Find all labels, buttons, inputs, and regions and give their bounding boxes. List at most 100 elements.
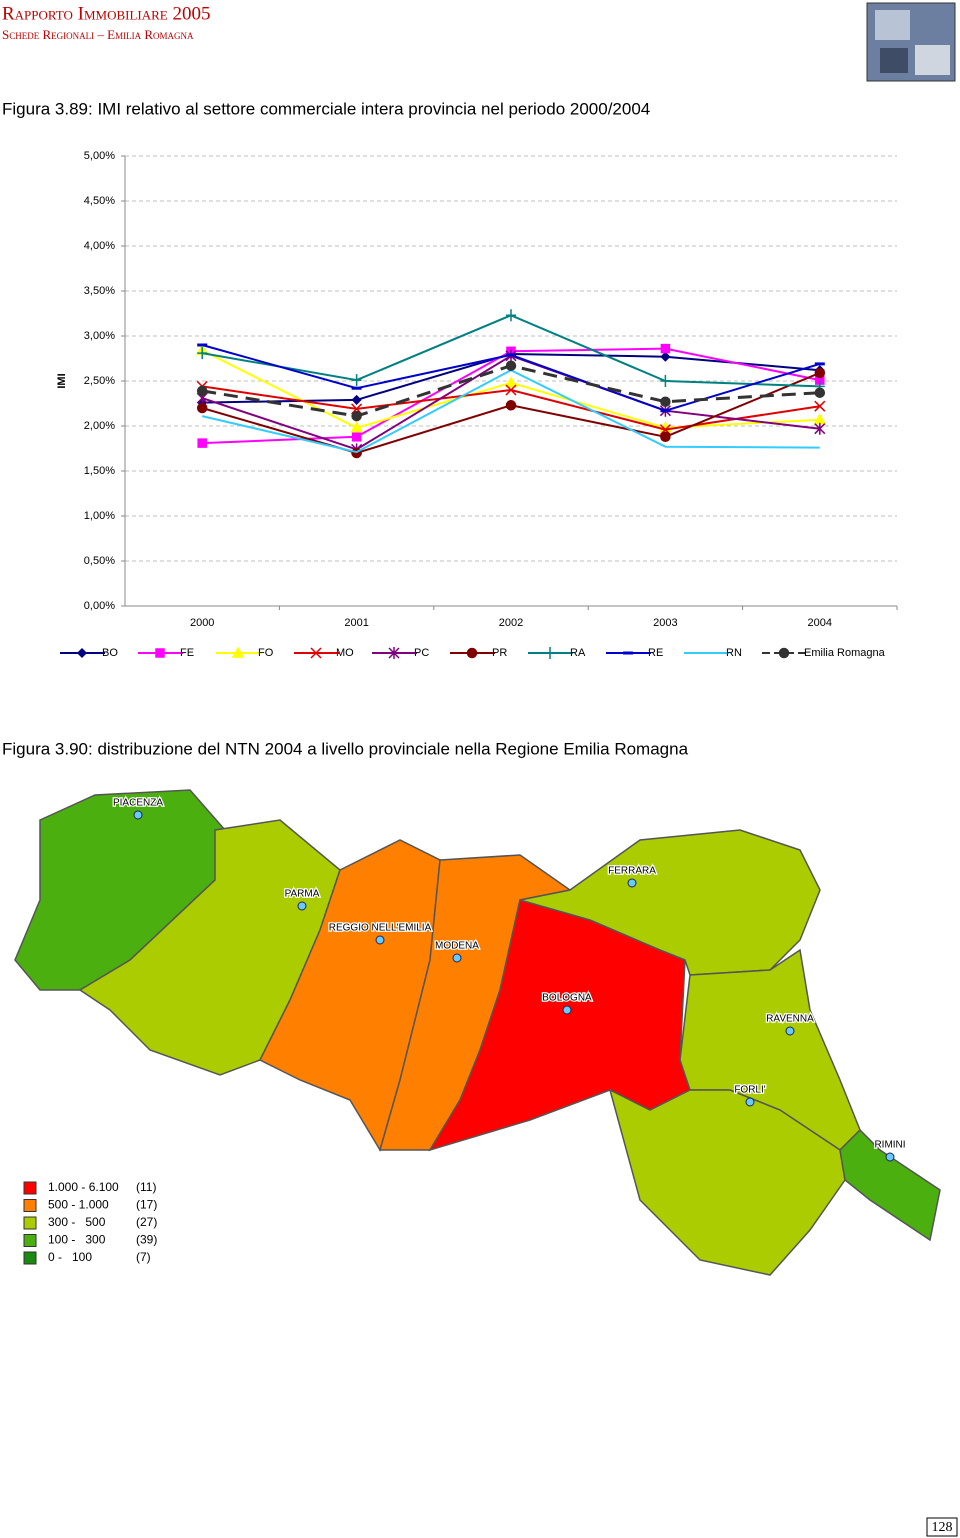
legend-swatch <box>23 1199 37 1212</box>
y-tick-label: 1,50% <box>84 465 115 477</box>
city-dot <box>452 953 462 963</box>
header-subtitle: Schede Regionali – Emilia Romagna <box>2 27 194 42</box>
legend-swatch <box>23 1234 37 1247</box>
y-tick-label: 0,50% <box>84 555 115 567</box>
legend-count: (27) <box>136 1215 157 1229</box>
y-tick-label: 4,50% <box>84 195 115 207</box>
marker <box>506 309 516 322</box>
legend-marker <box>388 647 400 659</box>
forli-area <box>608 1088 846 1276</box>
legend-range: 0 - 100 <box>48 1250 92 1264</box>
legend-label: FE <box>180 647 194 659</box>
page-number-box <box>926 1517 958 1537</box>
legend-marker <box>76 647 88 659</box>
city-label: PIACENZA <box>113 798 163 809</box>
marker <box>814 422 826 435</box>
marker <box>351 432 362 442</box>
marker <box>660 396 671 407</box>
legend-swatch <box>23 1216 37 1230</box>
marker <box>505 400 517 411</box>
marker <box>196 385 208 397</box>
legend-count: (11) <box>136 1180 156 1194</box>
city-label: RIMINI <box>874 1140 905 1151</box>
page-number: 128 <box>932 1520 953 1535</box>
legend-swatch <box>23 1251 37 1265</box>
marker <box>814 387 826 398</box>
legend-marker <box>778 647 790 659</box>
x-tick-label: 2003 <box>653 617 677 629</box>
legend-range: 500 - 1.000 <box>48 1198 109 1212</box>
city-dot <box>375 935 385 945</box>
legend-label: Emilia Romagna <box>804 647 886 659</box>
city-label: BOLOGNA <box>542 993 592 1004</box>
city-label: RAVENNA <box>766 1014 814 1025</box>
map-caption: Figura 3.90: distribuzione del NTN 2004 … <box>2 739 689 758</box>
marker <box>350 421 363 433</box>
city-label: FERRARA <box>608 866 656 877</box>
legend-label: RN <box>726 647 742 659</box>
reggio-area <box>258 839 441 1152</box>
marker <box>505 360 517 371</box>
city-label: MODENA <box>435 941 479 952</box>
legend-marker <box>231 646 245 658</box>
legend-marker <box>310 647 322 659</box>
y-tick-label: 3,00% <box>84 330 115 342</box>
y-tick-label: 0,00% <box>84 600 115 612</box>
city-dot <box>627 878 637 888</box>
city-dot <box>562 1005 572 1015</box>
legend-label: PC <box>414 647 429 659</box>
marker <box>660 343 671 354</box>
x-tick-label: 2001 <box>344 617 368 629</box>
legend-marker <box>545 647 555 659</box>
marker <box>197 438 207 448</box>
legend-count: (17) <box>136 1198 157 1212</box>
marker <box>196 402 208 414</box>
legend-swatch <box>23 1181 37 1195</box>
city-label: PARMA <box>285 889 320 900</box>
legend-count: (7) <box>136 1250 151 1264</box>
city-dot <box>133 810 143 820</box>
x-tick-label: 2004 <box>808 617 832 629</box>
logo <box>866 2 956 82</box>
y-tick-label: 5,00% <box>84 150 115 162</box>
marker <box>660 375 671 387</box>
y-axis-label: IMI <box>56 373 68 388</box>
city-dot <box>297 901 307 911</box>
marker <box>197 347 208 360</box>
legend-marker <box>155 648 165 658</box>
city-dot <box>885 1152 895 1162</box>
legend-range: 300 - 500 <box>48 1215 106 1229</box>
city-dot <box>745 1097 755 1107</box>
y-tick-label: 1,00% <box>84 510 115 522</box>
legend-label: RE <box>648 647 663 659</box>
chart-title: Figura 3.89: IMI relativo al settore com… <box>2 99 650 118</box>
marker <box>505 384 517 396</box>
header-title: Rapporto Immobiliare 2005 <box>2 3 211 24</box>
legend-label: MO <box>336 647 354 659</box>
marker <box>351 394 362 405</box>
city-dot <box>785 1026 795 1036</box>
x-tick-label: 2000 <box>190 617 214 629</box>
legend-range: 100 - 300 <box>48 1233 106 1247</box>
legend-label: FO <box>258 647 274 659</box>
marker <box>660 351 671 362</box>
city-label: FORLI' <box>734 1085 765 1096</box>
rimini-area <box>839 1128 941 1242</box>
map <box>14 789 941 1276</box>
marker <box>660 431 671 443</box>
y-tick-label: 3,50% <box>84 285 115 297</box>
marker <box>351 410 362 422</box>
y-tick-label: 2,50% <box>84 375 115 387</box>
legend-range: 1.000 - 6.100 <box>48 1180 119 1194</box>
marker <box>814 400 826 412</box>
marker <box>504 376 518 388</box>
city-label: REGGIO NELL'EMILIA <box>329 923 432 934</box>
legend-label: BO <box>102 647 118 659</box>
marker <box>814 367 826 379</box>
legend-marker <box>466 647 478 659</box>
legend-label: RA <box>570 647 586 659</box>
x-tick-label: 2002 <box>499 617 523 629</box>
legend-label: PR <box>492 647 507 659</box>
